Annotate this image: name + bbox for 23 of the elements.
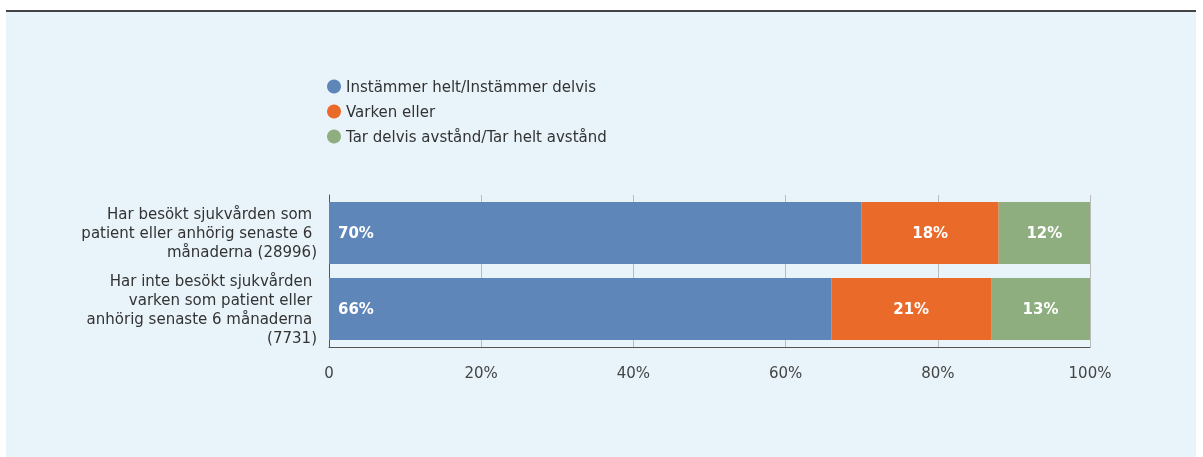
x-tick-label: 80% [921, 363, 955, 382]
bar [998, 202, 1090, 264]
legend-label: Instämmer helt/Instämmer delvis [346, 77, 597, 96]
data-label: 18% [912, 224, 949, 242]
bar [831, 278, 992, 340]
bar [861, 202, 999, 264]
x-tick-label: 100% [1068, 363, 1112, 382]
legend-label: Varken eller [346, 102, 436, 121]
y-tick-label: Har inte besökt sjukvården varken som patient eller anhörig senaste 6 månaderna (7731) [86, 271, 317, 347]
x-tick-label: 0 [324, 363, 334, 382]
x-tick-label: 20% [464, 363, 498, 382]
y-tick-label: Har besökt sjukvården som patient eller anhörig senaste 6 månaderna (28996) [81, 205, 317, 261]
x-tick-label: 60% [768, 363, 803, 382]
data-label: 21% [893, 300, 930, 318]
legend-label: Tar delvis avstånd/Tar helt avstånd [345, 127, 607, 146]
data-label: 12% [1026, 224, 1063, 242]
bar [329, 202, 862, 264]
data-label: 66% [338, 300, 374, 318]
bar [991, 278, 1090, 340]
data-label: 13% [1022, 300, 1059, 318]
bar [329, 278, 832, 340]
data-label: 70% [338, 224, 374, 242]
x-tick-label: 40% [616, 363, 651, 382]
